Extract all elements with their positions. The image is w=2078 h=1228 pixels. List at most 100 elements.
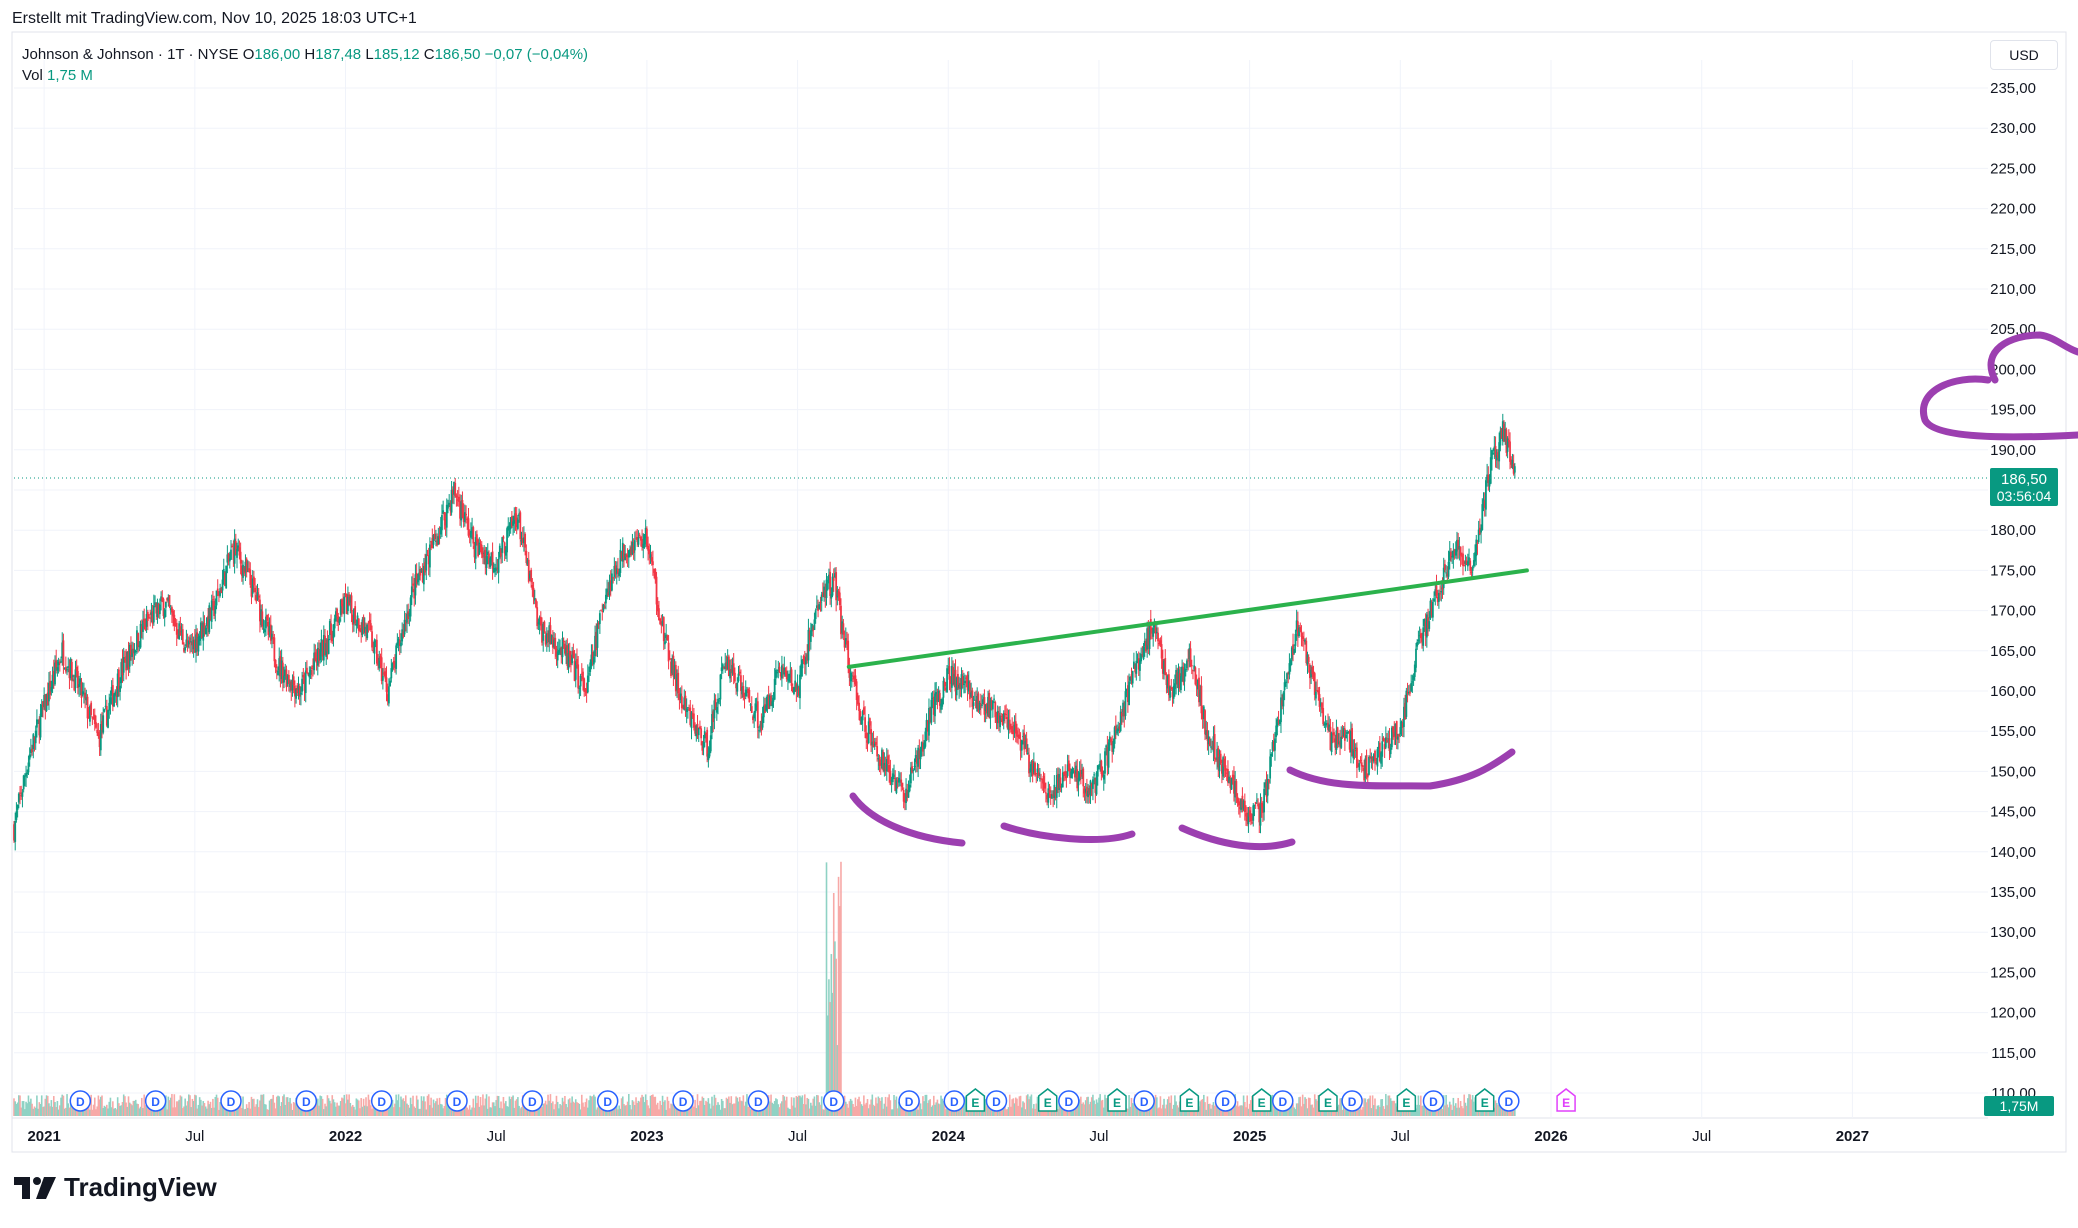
candle-body (1400, 721, 1403, 728)
candle-body (1225, 772, 1228, 774)
x-tick-label: Jul (1692, 1128, 1711, 1145)
volume-bar (485, 1094, 488, 1116)
volume-bar (296, 1095, 299, 1116)
volume-bar (1286, 1097, 1288, 1116)
volume-bar (1250, 1100, 1252, 1116)
candle-body (1489, 457, 1492, 484)
volume-bar (441, 1104, 443, 1116)
volume-bar (285, 1097, 288, 1116)
hand-drawn-annotation-0 (849, 792, 966, 847)
volume-bar (1166, 1099, 1169, 1116)
volume-bar (883, 1103, 886, 1116)
volume-bar (1183, 1106, 1186, 1116)
volume-bar (372, 1102, 375, 1116)
candle-body (516, 519, 519, 529)
volume-bar (744, 1101, 747, 1116)
candle-body (768, 696, 771, 707)
candle-body (1493, 446, 1496, 451)
tradingview-logo[interactable]: TradingView (14, 1172, 217, 1203)
candle-body (435, 540, 437, 542)
candle-body (1246, 812, 1249, 822)
volume-bar (1241, 1105, 1244, 1116)
volume-bar (119, 1106, 121, 1116)
candle-body (977, 693, 980, 712)
volume-bar (178, 1099, 180, 1116)
candle-body (443, 511, 446, 521)
volume-bar (676, 1104, 678, 1116)
candle-body (1413, 664, 1416, 677)
candle-body (1065, 776, 1068, 779)
volume-bar (732, 1103, 735, 1116)
volume-bar (1294, 1109, 1297, 1116)
volume-label: Vol (22, 67, 43, 84)
candle-body (486, 551, 489, 556)
candle-body (29, 749, 32, 753)
candle-body (1444, 564, 1446, 570)
candle-body (1075, 765, 1077, 774)
volume-bar (395, 1094, 397, 1116)
symbol-label[interactable]: Johnson & Johnson · 1T · NYSE (22, 46, 239, 63)
candle-body (559, 648, 561, 654)
candle-body (714, 698, 717, 711)
volume-bar (1362, 1107, 1364, 1116)
candle-body (758, 730, 760, 732)
volume-bar (120, 1105, 123, 1116)
volume-bar (1118, 1094, 1121, 1116)
candle-body (55, 660, 58, 669)
volume-bar (280, 1102, 283, 1116)
volume-bar (790, 1097, 793, 1116)
y-tick-label: 200,00 (1990, 361, 2036, 378)
candle-body (771, 701, 774, 707)
candle-body (1375, 762, 1378, 764)
volume-bar (996, 1109, 999, 1116)
volume-bar (661, 1095, 664, 1116)
candle-body (965, 677, 968, 679)
candle-body (1277, 720, 1280, 723)
volume-bar (65, 1107, 67, 1116)
candle-body (185, 639, 188, 646)
volume-bar (725, 1097, 728, 1116)
volume-bar (517, 1097, 519, 1116)
volume-bar (656, 1102, 659, 1116)
candle-body (1272, 740, 1275, 751)
candle-body (797, 687, 800, 696)
candle-body (136, 630, 138, 650)
volume-bar (1350, 1098, 1352, 1116)
candle-body (1012, 730, 1015, 734)
volume-bar (15, 1104, 18, 1116)
candle-body (834, 573, 836, 578)
candle-body (1076, 769, 1079, 789)
earnings-marker (1179, 1088, 1200, 1112)
volume-bar (885, 1106, 888, 1116)
currency-button[interactable]: USD (1990, 40, 2058, 70)
volume-bar (808, 1108, 811, 1116)
volume-bar (1019, 1095, 1022, 1116)
candle-body (296, 685, 299, 694)
volume-bar (242, 1096, 244, 1116)
volume-bar (206, 1108, 208, 1116)
candle-body (20, 795, 23, 797)
candle-body (666, 635, 669, 641)
volume-bar (1123, 1099, 1126, 1116)
volume-bar (918, 1100, 921, 1116)
volume-bar (1407, 1109, 1410, 1116)
candle-body (244, 561, 247, 572)
volume-bar (1329, 1099, 1332, 1116)
volume-bar (363, 1105, 366, 1116)
candle-body (525, 550, 528, 563)
candle-body (471, 527, 473, 534)
candle-body (931, 697, 934, 699)
volume-bar (261, 1094, 264, 1116)
volume-bar (1468, 1094, 1470, 1116)
volume-bar (1303, 1103, 1305, 1116)
candle-body (438, 536, 441, 538)
volume-bar (1014, 1097, 1017, 1116)
candle-body (803, 657, 806, 665)
candle-body (1495, 455, 1498, 461)
volume-bar (518, 1105, 520, 1116)
volume-bar (200, 1099, 202, 1116)
volume-bar (1256, 1098, 1258, 1116)
candle-body (514, 513, 517, 521)
candle-body (941, 698, 944, 707)
